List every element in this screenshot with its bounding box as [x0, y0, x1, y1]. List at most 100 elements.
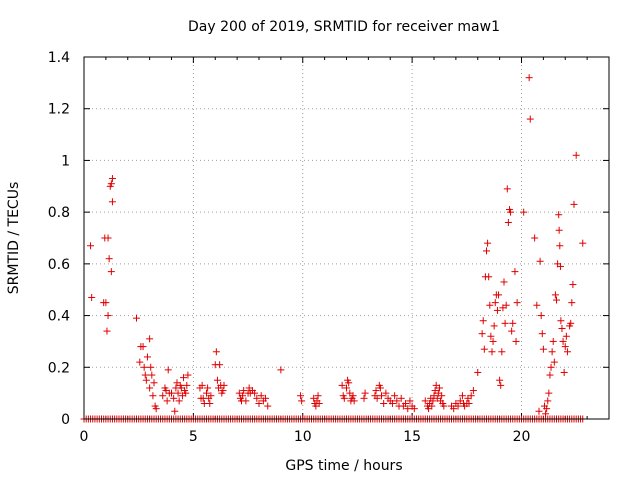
data-point [428, 402, 436, 410]
data-point [562, 332, 570, 340]
data-point [579, 239, 587, 247]
data-point [488, 348, 496, 356]
data-point [338, 381, 346, 389]
data-point [170, 394, 178, 402]
data-point [391, 392, 399, 400]
data-point [255, 399, 263, 407]
data-point [220, 381, 228, 389]
data-point [340, 394, 348, 402]
data-point [219, 387, 227, 395]
data-point [171, 407, 179, 415]
data-point [410, 405, 418, 413]
data-point [511, 268, 519, 276]
data-point [141, 371, 149, 379]
data-point [174, 389, 182, 397]
data-point [520, 208, 528, 216]
data-point [239, 392, 247, 400]
data-point [349, 392, 357, 400]
data-point [373, 394, 381, 402]
data-point [168, 389, 175, 397]
data-point [164, 366, 172, 374]
data-point [551, 291, 559, 299]
data-point [163, 397, 171, 405]
data-point [486, 301, 494, 309]
data-point [104, 312, 112, 320]
data-point [139, 343, 147, 351]
data-point [146, 384, 154, 392]
data-point [104, 234, 112, 242]
data-point [493, 306, 501, 314]
data-point [105, 255, 113, 263]
y-tick-label: 0.4 [48, 309, 70, 325]
data-point [497, 381, 505, 389]
data-point [404, 405, 412, 413]
data-point [87, 242, 95, 250]
plot-frame [83, 56, 610, 420]
data-point [467, 392, 475, 400]
data-point [143, 353, 151, 361]
data-point [148, 371, 156, 379]
data-point [547, 363, 555, 371]
data-point [504, 218, 512, 226]
data-point [568, 299, 576, 307]
data-point [546, 371, 554, 379]
x-tick-label: 20 [513, 429, 531, 445]
data-point [569, 281, 577, 289]
data-point [133, 314, 140, 322]
data-point [147, 363, 155, 371]
y-axis-label: SRMTID / TECUs [6, 182, 22, 295]
data-point [454, 402, 462, 410]
data-point [570, 200, 578, 208]
data-point [216, 361, 224, 369]
data-point [388, 399, 396, 407]
data-point [393, 397, 401, 405]
data-point [240, 387, 248, 395]
x-tick-label: 5 [189, 429, 198, 445]
data-point [526, 115, 534, 123]
data-point [257, 392, 265, 400]
data-point [561, 343, 569, 351]
data-point [549, 337, 557, 345]
data-point [180, 374, 188, 382]
data-point [469, 387, 477, 395]
data-point [378, 392, 385, 400]
data-point [548, 348, 556, 356]
x-tick-label: 15 [403, 429, 421, 445]
x-tick-label: 0 [80, 429, 89, 445]
y-tick-label: 1.2 [48, 102, 70, 118]
data-point [108, 175, 116, 183]
data-point [555, 211, 563, 219]
data-point [501, 319, 509, 327]
data-point [203, 389, 210, 397]
data-point [491, 299, 499, 307]
data-point [213, 376, 221, 384]
data-point [406, 397, 414, 405]
data-point [264, 402, 272, 410]
data-point [478, 330, 486, 338]
data-point [458, 392, 466, 400]
data-point [372, 387, 380, 395]
data-point [350, 397, 358, 405]
data-point [402, 399, 410, 407]
y-tick-label: 0.8 [48, 205, 70, 221]
data-point [140, 363, 148, 371]
y-tick-label: 1 [61, 153, 70, 169]
data-point [345, 379, 353, 387]
data-point [103, 327, 111, 335]
data-point [557, 317, 565, 325]
data-point [206, 399, 214, 407]
data-point [509, 319, 517, 327]
data-point [262, 394, 270, 402]
data-point [503, 185, 511, 193]
data-point [558, 325, 566, 332]
y-tick-label: 1.4 [48, 50, 70, 66]
data-point [498, 348, 506, 356]
data-point [440, 402, 448, 410]
data-point [421, 397, 429, 405]
data-point [542, 410, 550, 418]
data-point [556, 262, 564, 270]
data-point [536, 257, 544, 265]
y-tick-label: 0.6 [48, 257, 70, 273]
data-point [207, 392, 215, 400]
data-point [102, 299, 110, 307]
